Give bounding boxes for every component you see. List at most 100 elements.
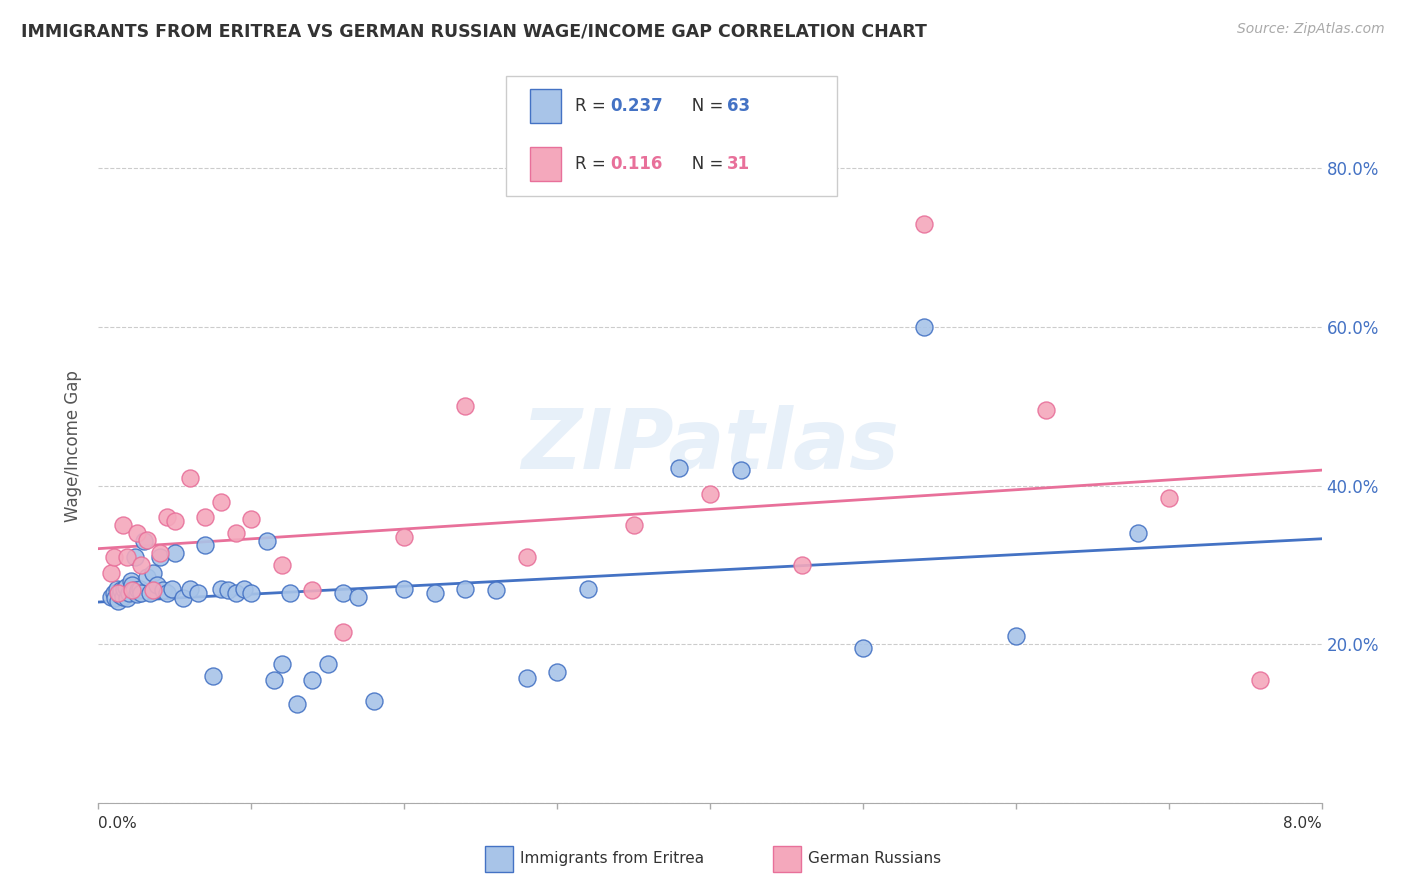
Point (187, 585, 209, 599)
Point (125, 587, 148, 601)
Point (392, 582, 416, 596)
Point (270, 657, 294, 671)
Point (209, 582, 232, 596)
Point (576, 582, 599, 596)
Point (160, 582, 183, 596)
Point (301, 583, 323, 598)
Point (149, 549, 172, 564)
Point (107, 585, 129, 599)
Text: 63: 63 (727, 97, 749, 115)
Point (163, 514, 186, 528)
Text: 0.237: 0.237 (610, 97, 664, 115)
Point (121, 583, 143, 598)
Point (516, 671, 538, 685)
Point (232, 582, 254, 596)
Text: IMMIGRANTS FROM ERITREA VS GERMAN RUSSIAN WAGE/INCOME GAP CORRELATION CHART: IMMIGRANTS FROM ERITREA VS GERMAN RUSSIA… (21, 22, 927, 40)
Point (100, 566, 122, 580)
Text: ZIPatlas: ZIPatlas (522, 406, 898, 486)
Text: German Russians: German Russians (808, 851, 942, 865)
Point (912, 320, 935, 334)
Point (122, 583, 145, 598)
Point (202, 669, 225, 683)
Point (363, 694, 385, 708)
Point (240, 512, 263, 526)
Point (107, 593, 129, 607)
Point (1004, 629, 1026, 643)
Point (118, 585, 141, 599)
Text: 8.0%: 8.0% (1282, 816, 1322, 831)
Point (240, 585, 263, 599)
Point (225, 585, 247, 599)
Point (104, 591, 127, 606)
Point (128, 582, 150, 596)
Point (217, 583, 239, 598)
Point (110, 583, 132, 598)
Point (790, 558, 813, 572)
Point (108, 588, 131, 602)
Point (668, 461, 690, 475)
Text: Immigrants from Eritrea: Immigrants from Eritrea (520, 851, 704, 865)
Point (194, 510, 217, 524)
Point (152, 583, 174, 598)
Text: N =: N = (676, 155, 728, 173)
Point (730, 463, 752, 477)
Text: Source: ZipAtlas.com: Source: ZipAtlas.com (1237, 22, 1385, 37)
Point (1035, 403, 1057, 417)
Text: R =: R = (575, 155, 616, 173)
Point (263, 673, 285, 687)
Point (912, 217, 935, 231)
Point (699, 486, 721, 500)
Point (301, 673, 323, 687)
Point (149, 546, 172, 560)
Point (392, 530, 416, 544)
Point (124, 549, 146, 564)
Point (225, 526, 247, 541)
Point (179, 582, 201, 596)
Point (129, 585, 152, 599)
Point (623, 518, 645, 533)
Point (179, 471, 201, 485)
Point (139, 585, 162, 599)
Text: 0.116: 0.116 (610, 155, 662, 173)
Point (347, 590, 370, 604)
Point (332, 585, 354, 599)
Point (1249, 673, 1271, 687)
Point (1128, 526, 1150, 541)
Point (115, 580, 138, 594)
Point (111, 518, 134, 533)
Point (121, 578, 143, 592)
Point (485, 583, 508, 598)
Point (172, 591, 194, 606)
Point (423, 585, 446, 599)
Point (316, 657, 339, 671)
Point (117, 591, 139, 606)
Text: R =: R = (575, 97, 612, 115)
Point (136, 570, 159, 584)
Point (156, 585, 179, 599)
Point (270, 558, 294, 572)
Point (120, 574, 142, 588)
Point (136, 533, 159, 547)
Y-axis label: Wage/Income Gap: Wage/Income Gap (65, 370, 83, 522)
Point (105, 582, 128, 596)
Point (209, 494, 232, 508)
Point (112, 582, 135, 596)
Point (142, 583, 165, 598)
Point (546, 665, 568, 679)
Text: 31: 31 (727, 155, 749, 173)
Point (516, 549, 538, 564)
Point (100, 590, 122, 604)
Point (103, 549, 125, 564)
Point (1157, 491, 1180, 505)
Point (285, 697, 308, 711)
Point (194, 538, 217, 552)
Point (134, 534, 156, 549)
Point (127, 583, 149, 598)
Point (332, 625, 354, 640)
Point (117, 549, 139, 564)
Point (125, 526, 148, 541)
Point (145, 578, 167, 592)
Point (852, 641, 875, 656)
Point (278, 585, 301, 599)
Point (156, 510, 179, 524)
